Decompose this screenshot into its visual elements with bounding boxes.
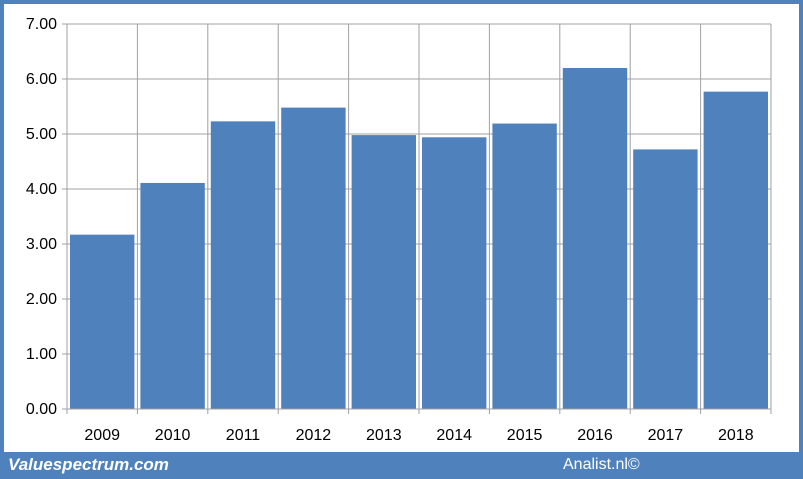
y-tick-label: 6.00 xyxy=(26,71,57,88)
x-tick-label: 2016 xyxy=(577,427,613,444)
bar-chart: 0.00 1.00 2.00 3.00 4.00 5.00 6.00 7.00 2009 2010… xyxy=(26,16,772,444)
bar-2009 xyxy=(70,234,135,409)
bar-2018 xyxy=(703,91,768,410)
y-tick-label: 5.00 xyxy=(26,126,57,143)
x-tick-label: 2017 xyxy=(648,427,684,444)
x-tick-label: 2013 xyxy=(366,427,402,444)
footer-brand-left: Valuespectrum.com xyxy=(8,455,169,474)
y-tick-label: 2.00 xyxy=(26,291,57,308)
y-tick-label: 3.00 xyxy=(26,236,57,253)
bar-2011 xyxy=(210,121,276,409)
label-layer: 0.00 1.00 2.00 3.00 4.00 5.00 6.00 7.00 2009 2010… xyxy=(26,16,754,444)
x-tick-label: 2010 xyxy=(155,427,191,444)
y-tick-label: 0.00 xyxy=(26,401,57,418)
footer-brand-right: Analist.nl© xyxy=(563,456,640,473)
grid-layer xyxy=(66,23,772,409)
chart-panel: 0.00 1.00 2.00 3.00 4.00 5.00 6.00 7.00 2009 2010… xyxy=(4,4,799,452)
bar-2014 xyxy=(422,137,487,410)
y-tick-label: 4.00 xyxy=(26,181,57,198)
x-tick-label: 2014 xyxy=(436,427,472,444)
bar-2016 xyxy=(562,68,628,409)
bar-2010 xyxy=(140,182,205,409)
bar-layer xyxy=(70,68,768,410)
x-tick-label: 2015 xyxy=(507,427,543,444)
bar-2017 xyxy=(633,149,698,409)
y-tick-label: 1.00 xyxy=(26,346,57,363)
bar-2012 xyxy=(281,107,346,409)
x-tick-label: 2009 xyxy=(84,427,120,444)
axis-layer xyxy=(62,23,772,414)
bar-2015 xyxy=(492,123,557,410)
y-tick-label: 7.00 xyxy=(26,16,57,33)
x-tick-label: 2018 xyxy=(718,427,754,444)
x-tick-label: 2011 xyxy=(226,427,261,444)
x-tick-label: 2012 xyxy=(296,427,332,444)
bar-2013 xyxy=(351,135,416,409)
